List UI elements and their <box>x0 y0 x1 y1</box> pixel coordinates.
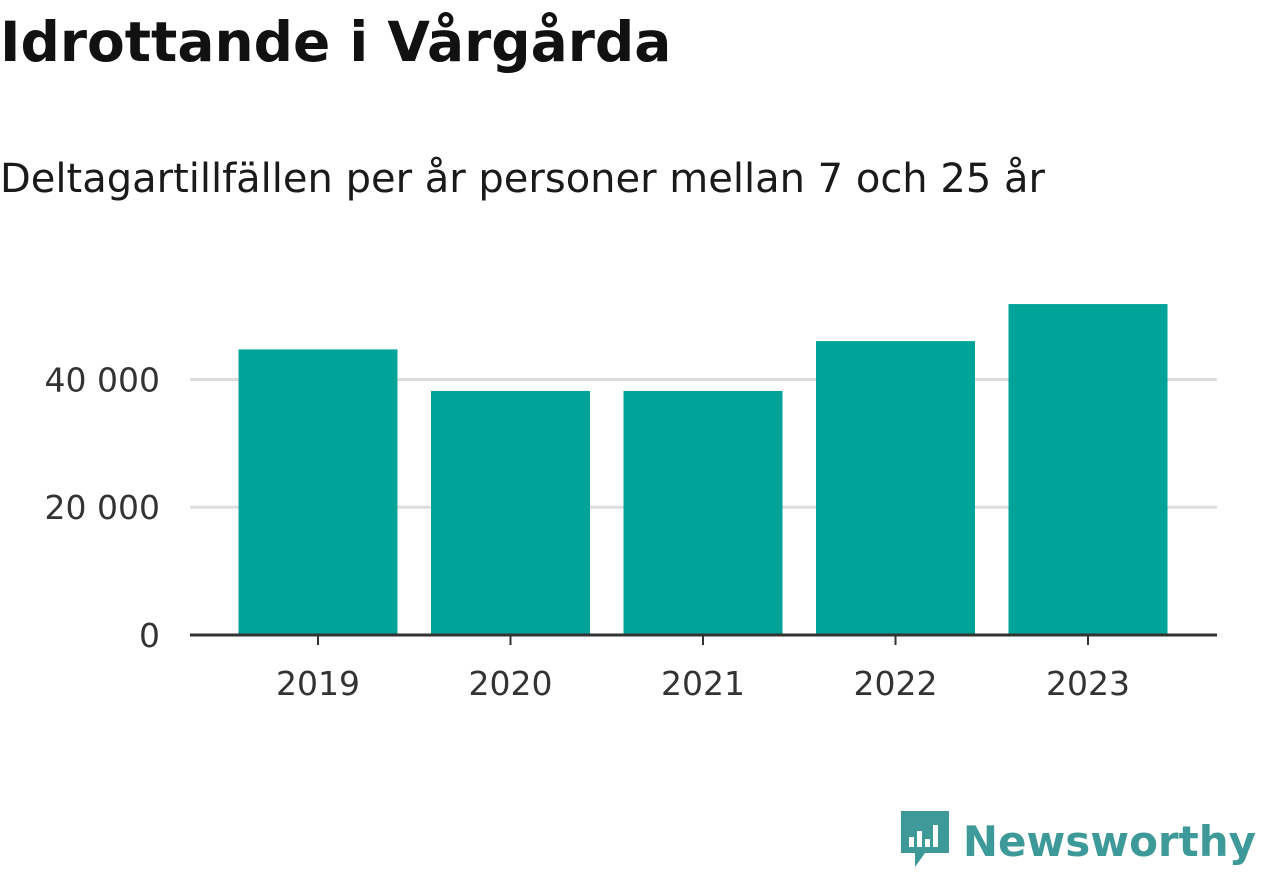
newsworthy-logo-icon <box>900 809 949 873</box>
brand-logo: Newsworthy <box>900 809 1256 873</box>
y-tick-label: 0 <box>139 616 160 655</box>
x-tick-label: 2020 <box>469 664 553 703</box>
bar-2019 <box>238 349 398 635</box>
bar-2020 <box>431 390 590 635</box>
bar-2021 <box>623 390 783 635</box>
y-tick-label: 40 000 <box>45 360 160 399</box>
chart-subtitle: Deltagartillfällen per år personer mella… <box>0 156 1045 202</box>
x-tick-label: 2023 <box>1046 664 1130 703</box>
bar-2022 <box>816 341 975 635</box>
brand-name: Newsworthy <box>962 816 1256 866</box>
x-tick-label: 2022 <box>854 664 938 703</box>
x-tick-label: 2021 <box>661 664 745 703</box>
y-tick-label: 20 000 <box>45 488 160 527</box>
bar-2023 <box>1008 304 1168 635</box>
x-tick-label: 2019 <box>276 664 360 703</box>
chart-title: Idrottande i Vårgårda <box>0 10 672 74</box>
